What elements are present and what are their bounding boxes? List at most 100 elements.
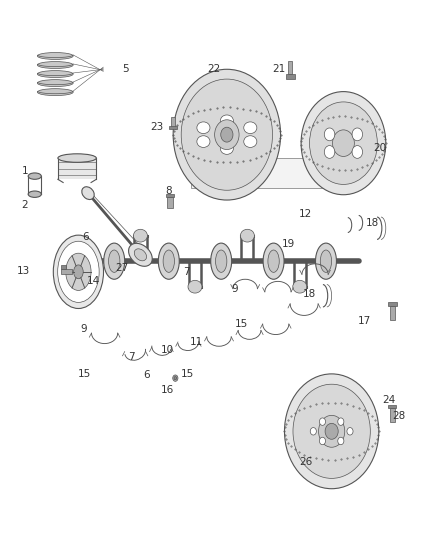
Circle shape xyxy=(181,79,272,190)
Text: 18: 18 xyxy=(366,218,379,228)
Circle shape xyxy=(310,102,377,184)
Circle shape xyxy=(324,146,335,158)
Ellipse shape xyxy=(174,376,177,379)
Text: 18: 18 xyxy=(303,289,316,299)
Text: 16: 16 xyxy=(161,385,174,395)
Text: 15: 15 xyxy=(235,319,248,329)
Circle shape xyxy=(319,418,325,425)
Bar xyxy=(390,408,395,422)
Bar xyxy=(61,269,72,274)
Text: 1: 1 xyxy=(21,166,28,176)
Bar xyxy=(169,126,177,130)
Bar xyxy=(167,197,173,208)
Text: 6: 6 xyxy=(144,370,150,381)
Text: 13: 13 xyxy=(17,266,30,276)
Ellipse shape xyxy=(28,191,41,197)
Circle shape xyxy=(325,423,338,439)
Circle shape xyxy=(293,384,370,479)
Ellipse shape xyxy=(197,136,210,148)
Text: 7: 7 xyxy=(128,352,135,362)
Text: 27: 27 xyxy=(116,263,129,272)
Bar xyxy=(389,405,396,408)
Ellipse shape xyxy=(263,243,284,279)
Polygon shape xyxy=(191,158,354,188)
Text: 23: 23 xyxy=(150,122,164,132)
Circle shape xyxy=(285,374,379,489)
Ellipse shape xyxy=(37,70,73,77)
Text: 24: 24 xyxy=(382,395,395,406)
Text: 17: 17 xyxy=(357,316,371,326)
Text: 28: 28 xyxy=(392,411,406,422)
Bar xyxy=(286,74,294,79)
Circle shape xyxy=(352,128,363,141)
Ellipse shape xyxy=(211,243,232,279)
Circle shape xyxy=(347,427,353,435)
Ellipse shape xyxy=(58,154,96,163)
Text: 14: 14 xyxy=(87,277,100,286)
Text: 15: 15 xyxy=(181,369,194,379)
Text: 2: 2 xyxy=(21,200,28,211)
Ellipse shape xyxy=(215,250,227,272)
Ellipse shape xyxy=(53,235,103,309)
Ellipse shape xyxy=(129,244,152,266)
Text: 8: 8 xyxy=(166,186,172,196)
Text: 7: 7 xyxy=(183,267,190,277)
Ellipse shape xyxy=(66,253,91,290)
Bar xyxy=(171,117,175,127)
Circle shape xyxy=(173,69,281,200)
Text: 10: 10 xyxy=(161,345,174,356)
Text: 6: 6 xyxy=(82,232,89,243)
Bar xyxy=(288,61,292,74)
Ellipse shape xyxy=(58,241,99,302)
Text: 9: 9 xyxy=(231,284,237,294)
Text: 11: 11 xyxy=(190,337,203,347)
Ellipse shape xyxy=(104,243,125,279)
Circle shape xyxy=(318,415,345,447)
Circle shape xyxy=(332,130,354,157)
Ellipse shape xyxy=(197,122,210,134)
Text: 15: 15 xyxy=(78,369,91,379)
Ellipse shape xyxy=(173,375,178,381)
Text: 9: 9 xyxy=(80,324,87,334)
Ellipse shape xyxy=(240,229,254,242)
Ellipse shape xyxy=(158,243,179,279)
Ellipse shape xyxy=(163,250,174,272)
Ellipse shape xyxy=(37,62,73,68)
Circle shape xyxy=(352,146,363,158)
Circle shape xyxy=(338,437,344,445)
Ellipse shape xyxy=(293,280,307,293)
Text: 21: 21 xyxy=(272,64,286,74)
Text: 5: 5 xyxy=(122,64,128,74)
Ellipse shape xyxy=(28,173,41,179)
Ellipse shape xyxy=(109,250,120,272)
Ellipse shape xyxy=(220,143,233,155)
Ellipse shape xyxy=(82,187,94,199)
Ellipse shape xyxy=(244,122,257,134)
Ellipse shape xyxy=(268,250,279,272)
Ellipse shape xyxy=(74,265,83,279)
Polygon shape xyxy=(58,158,96,179)
Circle shape xyxy=(324,128,335,141)
Circle shape xyxy=(319,437,325,445)
Ellipse shape xyxy=(315,243,336,279)
Circle shape xyxy=(338,418,344,425)
Bar xyxy=(166,194,174,197)
Circle shape xyxy=(301,92,386,195)
Circle shape xyxy=(221,127,233,142)
Circle shape xyxy=(310,427,316,435)
Ellipse shape xyxy=(134,229,148,242)
Ellipse shape xyxy=(37,53,73,60)
Ellipse shape xyxy=(37,79,73,86)
Text: 12: 12 xyxy=(299,209,312,220)
Text: 19: 19 xyxy=(281,239,295,249)
Ellipse shape xyxy=(37,88,73,95)
Text: 26: 26 xyxy=(299,457,312,467)
Ellipse shape xyxy=(220,115,233,127)
Ellipse shape xyxy=(188,280,202,293)
Bar xyxy=(60,265,66,269)
Circle shape xyxy=(215,120,239,150)
Ellipse shape xyxy=(134,249,147,261)
Ellipse shape xyxy=(320,250,332,272)
Ellipse shape xyxy=(244,136,257,148)
Bar xyxy=(390,306,395,320)
